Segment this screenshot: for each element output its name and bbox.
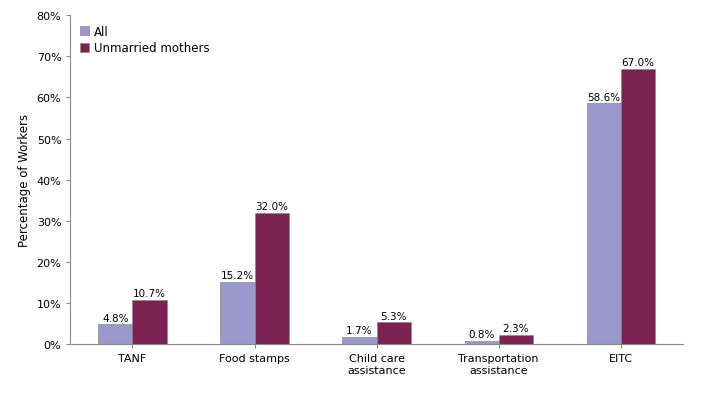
Bar xyxy=(132,301,167,344)
Text: 2.3%: 2.3% xyxy=(503,323,529,333)
Y-axis label: Percentage of Workers: Percentage of Workers xyxy=(18,114,31,247)
Legend: All, Unmarried mothers: All, Unmarried mothers xyxy=(76,22,213,59)
Text: 67.0%: 67.0% xyxy=(622,58,655,68)
Bar xyxy=(586,104,621,344)
Bar xyxy=(342,337,377,344)
Bar xyxy=(498,335,533,344)
Text: 5.3%: 5.3% xyxy=(380,311,407,321)
Text: 10.7%: 10.7% xyxy=(133,289,166,299)
Text: 4.8%: 4.8% xyxy=(102,313,129,323)
Text: 1.7%: 1.7% xyxy=(346,326,373,336)
Text: 0.8%: 0.8% xyxy=(468,329,495,339)
Text: 15.2%: 15.2% xyxy=(221,270,254,280)
Bar xyxy=(255,213,289,344)
Bar xyxy=(220,282,255,344)
Text: 58.6%: 58.6% xyxy=(587,92,620,102)
Bar xyxy=(99,324,132,344)
Bar xyxy=(465,341,498,344)
Bar xyxy=(377,322,411,344)
Bar xyxy=(621,70,655,344)
Text: 32.0%: 32.0% xyxy=(255,201,288,211)
